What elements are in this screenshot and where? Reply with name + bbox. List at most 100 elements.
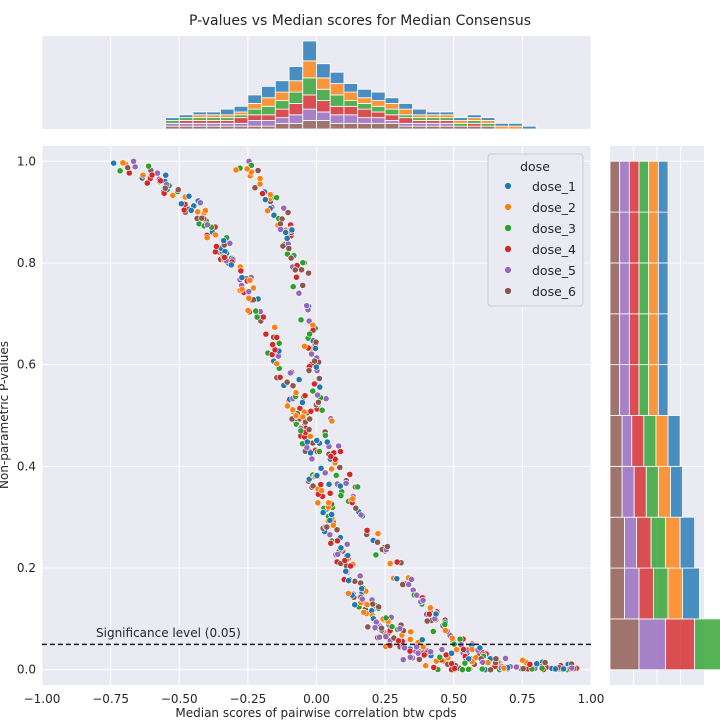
scatter-point [321, 431, 329, 439]
x-tick-label: −0.75 [92, 692, 129, 706]
scatter-point [271, 346, 279, 354]
scatter-point [342, 567, 350, 575]
x-tick-label: −0.50 [161, 692, 198, 706]
top-hist-bar [398, 122, 413, 127]
scatter-point [253, 313, 261, 321]
top-hist-bar [384, 97, 400, 104]
scatter-point [301, 392, 309, 400]
scatter-point [305, 269, 312, 277]
scatter-point [316, 383, 324, 391]
legend-label: dose_1 [532, 179, 576, 194]
scatter-point [519, 665, 527, 673]
scatter-point [388, 623, 396, 631]
scatter-point [284, 402, 291, 410]
top-hist-bar [467, 120, 482, 124]
legend-title: dose [520, 159, 550, 174]
scatter-point [395, 637, 402, 645]
scatter-point [568, 664, 576, 672]
scatter-point [213, 242, 220, 250]
right-hist-bar [609, 415, 623, 467]
scatter-point [119, 159, 127, 167]
right-hist-bar [633, 465, 647, 518]
scatter-point [346, 471, 354, 478]
scatter-point [313, 472, 321, 479]
top-hist-bar [302, 60, 317, 79]
scatter-point [451, 664, 459, 672]
top-hist-bar [247, 125, 263, 130]
scatter-point [363, 526, 371, 534]
right-hist-bar [619, 211, 630, 264]
scatter-point [407, 628, 415, 636]
right-hist-bar [657, 262, 669, 315]
scatter-point [238, 274, 246, 281]
scatter-point [297, 427, 305, 435]
scatter-point [279, 242, 287, 250]
scatter-point [358, 585, 366, 593]
legend-label: dose_5 [532, 263, 576, 278]
top-hist-bar [412, 108, 427, 116]
right-hist-bar [609, 160, 621, 213]
scatter-point [145, 162, 152, 170]
scatter-point [337, 544, 345, 552]
scatter-point [461, 659, 469, 667]
top-hist-bar [206, 120, 221, 124]
scatter-point [306, 415, 314, 423]
scatter-point [384, 543, 391, 550]
scatter-point [307, 449, 314, 457]
top-hist-bar [480, 117, 496, 121]
top-hist-bar [357, 117, 372, 124]
scatter-point [357, 511, 365, 519]
right-hist-bar [643, 415, 657, 467]
top-hist-bar [220, 114, 235, 119]
scatter-point [315, 375, 323, 382]
top-hist-bar [412, 117, 427, 121]
top-hist-bar [357, 88, 372, 99]
legend-marker [504, 245, 512, 253]
top-hist-bar [439, 122, 455, 127]
legend-marker [504, 224, 512, 232]
top-hist-bar [439, 114, 455, 119]
scatter-point [291, 266, 299, 274]
top-hist-bar [425, 122, 441, 127]
top-hist-bar [233, 111, 249, 116]
scatter-point [336, 464, 344, 471]
scatter-point [259, 313, 267, 321]
scatter-point [203, 234, 211, 241]
scatter-point [315, 448, 323, 455]
top-hist-bar [261, 120, 276, 127]
scatter-point [406, 647, 414, 655]
scatter-point [303, 302, 311, 310]
legend-marker [504, 182, 512, 190]
top-hist-bar [247, 108, 263, 116]
scatter-point [308, 455, 316, 463]
scatter-point [363, 601, 371, 609]
right-hist-bar [638, 211, 650, 264]
scatter-point [259, 190, 266, 197]
scatter-point [420, 651, 428, 659]
top-hist-bar [398, 114, 413, 119]
right-hist-bar [679, 516, 696, 569]
top-hist-bar [192, 120, 208, 124]
y-tick-label: 1.0 [17, 154, 36, 168]
scatter-point [371, 624, 379, 632]
scatter-point [328, 465, 336, 473]
top-hist-bar [453, 120, 468, 124]
scatter-point [319, 509, 327, 516]
top-hist-bar [412, 122, 427, 127]
top-hist-bar [261, 125, 276, 130]
scatter-point [345, 590, 352, 597]
top-hist-bar [453, 117, 468, 121]
scatter-point [220, 237, 228, 245]
top-hist-bar [274, 91, 290, 102]
top-hist-bar [206, 117, 221, 121]
right-hist-bar [638, 618, 667, 671]
top-hist-bar [467, 125, 482, 130]
scatter-point [139, 171, 147, 179]
top-hist-bar [274, 100, 290, 110]
top-hist-bar [508, 125, 523, 130]
top-hist-bar [192, 111, 208, 116]
scatter-point [303, 438, 311, 446]
scatter-point [526, 660, 534, 668]
top-hist-bar [439, 125, 455, 130]
scatter-point [130, 157, 137, 165]
